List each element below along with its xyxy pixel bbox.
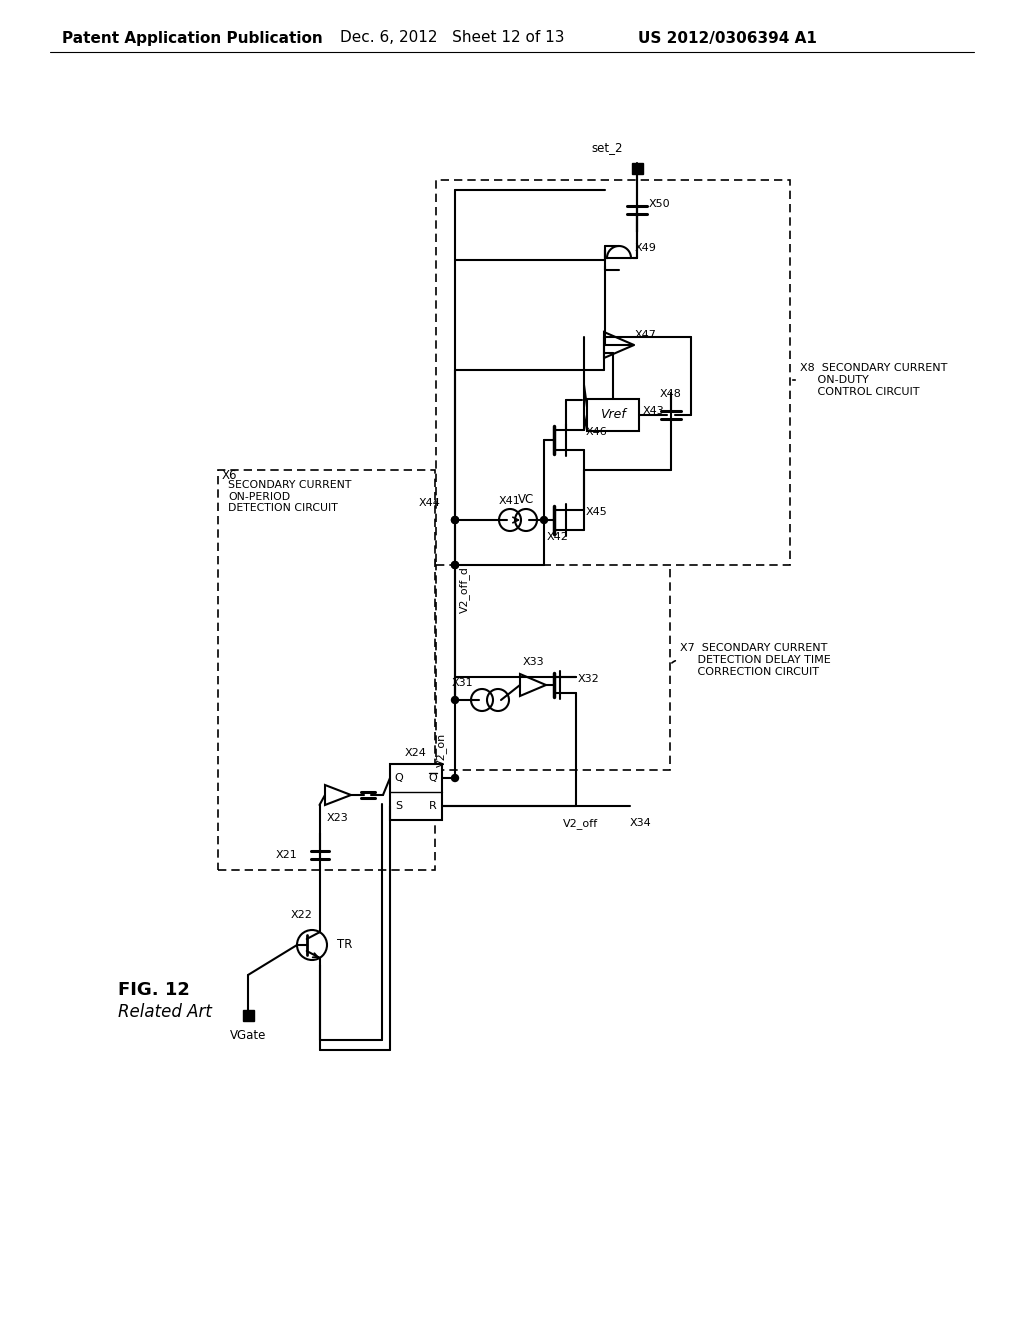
Text: X49: X49	[635, 243, 656, 253]
Text: X41: X41	[499, 496, 521, 506]
Text: X43: X43	[643, 407, 665, 416]
Bar	[390, 764, 442, 820]
Text: X6: X6	[222, 469, 238, 482]
Text: Related Art: Related Art	[118, 1003, 212, 1020]
Polygon shape	[325, 785, 351, 805]
Text: X22: X22	[291, 909, 313, 920]
Bar	[587, 399, 639, 432]
Text: VGate: VGate	[229, 1030, 266, 1041]
Text: X32: X32	[578, 675, 600, 684]
Text: Q: Q	[394, 774, 403, 783]
Polygon shape	[243, 1010, 254, 1020]
Circle shape	[452, 561, 459, 569]
Text: S: S	[395, 801, 402, 810]
Polygon shape	[520, 675, 546, 696]
Text: X21: X21	[275, 850, 298, 861]
Text: X46: X46	[586, 426, 608, 437]
Text: SECONDARY CURRENT
ON-PERIOD
DETECTION CIRCUIT: SECONDARY CURRENT ON-PERIOD DETECTION CI…	[228, 480, 351, 513]
Text: V2_off_d: V2_off_d	[459, 566, 470, 614]
Text: X24: X24	[406, 748, 427, 758]
Text: R: R	[429, 801, 437, 810]
Text: X48: X48	[660, 389, 682, 399]
Bar	[436, 180, 790, 565]
Text: X50: X50	[649, 199, 671, 209]
Text: X44: X44	[419, 498, 441, 508]
Text: VC: VC	[518, 492, 535, 506]
Text: Q: Q	[429, 774, 437, 783]
Circle shape	[452, 516, 459, 524]
Text: Vref: Vref	[600, 408, 626, 421]
Polygon shape	[604, 333, 634, 358]
Circle shape	[452, 561, 459, 569]
Text: X23: X23	[327, 813, 349, 822]
Text: Patent Application Publication: Patent Application Publication	[62, 30, 323, 45]
Bar	[436, 560, 670, 770]
Circle shape	[452, 697, 459, 704]
Text: set_2: set_2	[592, 141, 623, 154]
Text: US 2012/0306394 A1: US 2012/0306394 A1	[638, 30, 817, 45]
Text: V2_off: V2_off	[562, 818, 598, 829]
Text: X42: X42	[547, 532, 569, 543]
Text: TR: TR	[337, 939, 352, 952]
Polygon shape	[632, 162, 642, 173]
Bar	[218, 470, 435, 870]
Text: X8  SECONDARY CURRENT
     ON-DUTY
     CONTROL CIRCUIT: X8 SECONDARY CURRENT ON-DUTY CONTROL CIR…	[800, 363, 947, 396]
Text: X31: X31	[452, 678, 473, 688]
Text: Dec. 6, 2012   Sheet 12 of 13: Dec. 6, 2012 Sheet 12 of 13	[340, 30, 564, 45]
Text: V2_on: V2_on	[436, 733, 447, 767]
Text: X45: X45	[586, 507, 608, 517]
Text: X34: X34	[630, 818, 651, 828]
Circle shape	[452, 516, 459, 524]
Text: X47: X47	[635, 330, 656, 341]
Text: FIG. 12: FIG. 12	[118, 981, 189, 999]
Text: X7  SECONDARY CURRENT
     DETECTION DELAY TIME
     CORRECTION CIRCUIT: X7 SECONDARY CURRENT DETECTION DELAY TIM…	[680, 643, 830, 677]
Circle shape	[541, 516, 548, 524]
Text: X33: X33	[522, 657, 544, 667]
Circle shape	[452, 775, 459, 781]
